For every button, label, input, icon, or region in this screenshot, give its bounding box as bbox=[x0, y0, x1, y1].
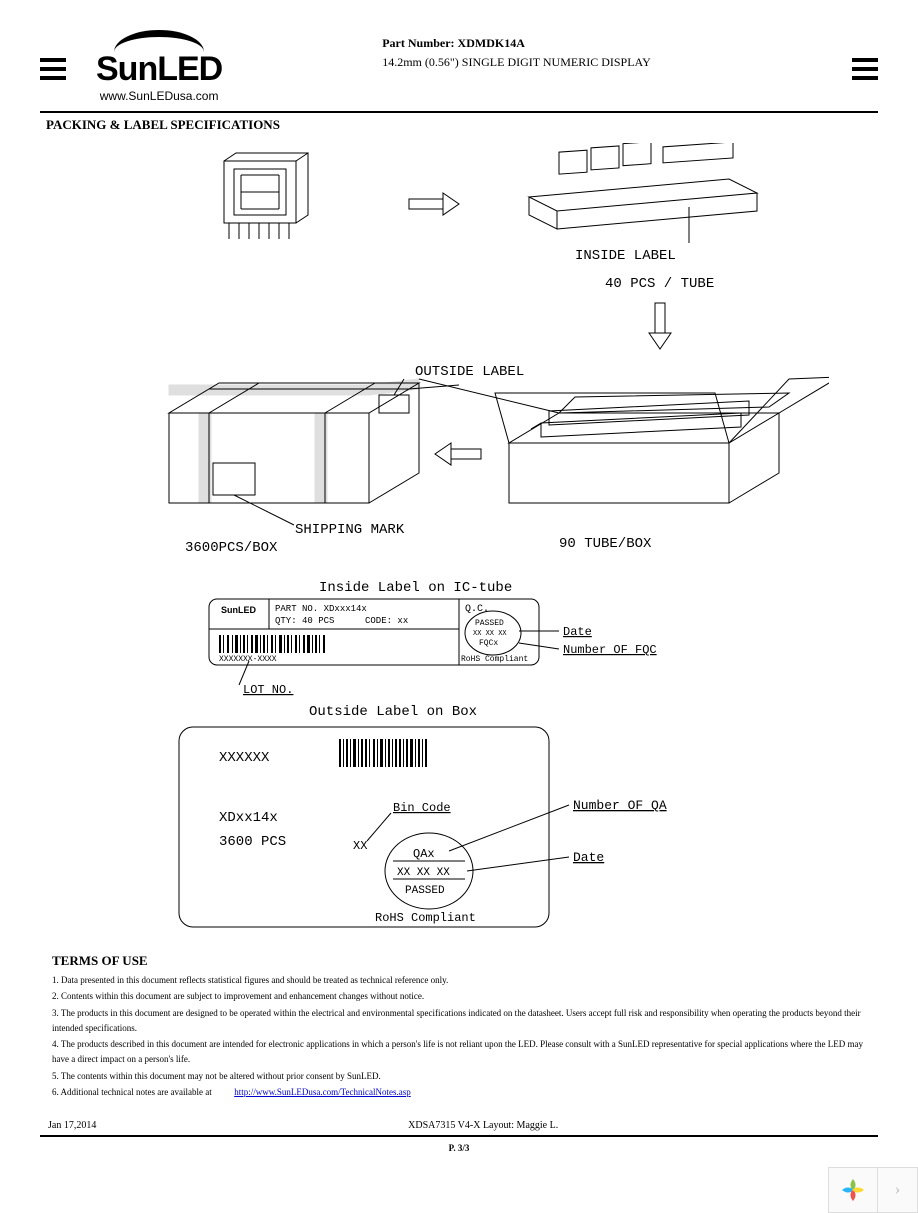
menu-left-icon[interactable] bbox=[40, 58, 66, 80]
svg-text:Number OF QA: Number OF QA bbox=[573, 798, 667, 813]
svg-text:Inside Label on IC-tube: Inside Label on IC-tube bbox=[319, 580, 512, 596]
terms-item: 5. The contents within this document may… bbox=[52, 1069, 878, 1084]
terms-item: 3. The products in this document are des… bbox=[52, 1006, 878, 1037]
terms-item: 2. Contents within this document are sub… bbox=[52, 989, 878, 1004]
svg-text:RoHS Compliant: RoHS Compliant bbox=[375, 911, 476, 925]
footer-doc-id: XDSA7315 V4-X Layout: Maggie L. bbox=[408, 1120, 558, 1131]
tube-qty: 40 PCS / TUBE bbox=[605, 276, 714, 292]
logo-text: SunLED bbox=[96, 50, 222, 89]
svg-text:RoHS Compliant: RoHS Compliant bbox=[461, 655, 528, 664]
part-info: Part Number: XDMDK14A 14.2mm (0.56") SIN… bbox=[382, 34, 852, 72]
part-number-label: Part Number: bbox=[382, 36, 457, 50]
section-title: PACKING & LABEL SPECIFICATIONS bbox=[46, 117, 878, 133]
terms-link[interactable]: http://www.SunLEDusa.com/TechnicalNotes.… bbox=[234, 1087, 411, 1097]
svg-text:Date: Date bbox=[573, 850, 604, 865]
closed-box-qty: 3600PCS/BOX bbox=[185, 540, 278, 556]
svg-text:Date: Date bbox=[563, 625, 592, 639]
widget-logo-icon[interactable] bbox=[828, 1167, 878, 1213]
svg-text:XX XX XX: XX XX XX bbox=[473, 630, 507, 638]
logo: SunLED www.SunLEDusa.com bbox=[96, 30, 222, 103]
terms-title: TERMS OF USE bbox=[52, 953, 878, 969]
footer-divider bbox=[40, 1135, 878, 1137]
footer-date: Jan 17,2014 bbox=[48, 1120, 96, 1131]
footer-row: Jan 17,2014 XDSA7315 V4-X Layout: Maggie… bbox=[40, 1120, 878, 1131]
svg-text:LOT NO.: LOT NO. bbox=[243, 683, 293, 697]
part-number-value: XDMDK14A bbox=[458, 36, 525, 50]
part-description: 14.2mm (0.56") SINGLE DIGIT NUMERIC DISP… bbox=[382, 53, 852, 72]
outside-label-callout: OUTSIDE LABEL bbox=[415, 364, 524, 380]
header-divider bbox=[40, 111, 878, 113]
svg-text:XX XX XX: XX XX XX bbox=[397, 867, 450, 879]
svg-text:QAx: QAx bbox=[413, 847, 435, 861]
terms-item: 4. The products described in this docume… bbox=[52, 1037, 878, 1068]
svg-text:PASSED: PASSED bbox=[475, 619, 504, 628]
inside-label-callout: INSIDE LABEL bbox=[575, 248, 676, 264]
svg-text:Bin Code: Bin Code bbox=[393, 801, 451, 815]
svg-text:CODE: xx: CODE: xx bbox=[365, 616, 408, 626]
open-box-qty: 90 TUBE/BOX bbox=[559, 536, 652, 552]
svg-text:3600 PCS: 3600 PCS bbox=[219, 834, 286, 850]
shipping-mark-callout: SHIPPING MARK bbox=[295, 522, 405, 538]
menu-right-icon[interactable] bbox=[852, 58, 878, 80]
outside-label-diagram: Outside Label on Box XXXXXX XDxx14x 3600… bbox=[40, 701, 878, 941]
terms-item: 1. Data presented in this document refle… bbox=[52, 973, 878, 988]
logo-url: www.SunLEDusa.com bbox=[96, 89, 222, 103]
svg-text:FQCx: FQCx bbox=[479, 639, 498, 648]
svg-text:QTY: 40 PCS: QTY: 40 PCS bbox=[275, 616, 334, 626]
page-indicator: P. 3/3 bbox=[40, 1143, 878, 1153]
terms-item: 6. Additional technical notes are availa… bbox=[52, 1085, 878, 1100]
svg-text:XX: XX bbox=[353, 839, 367, 853]
svg-text:SunLED: SunLED bbox=[221, 605, 256, 615]
svg-text:XXXXXX: XXXXXX bbox=[219, 750, 270, 766]
chevron-right-icon[interactable]: › bbox=[878, 1167, 918, 1213]
svg-text:XDxx14x: XDxx14x bbox=[219, 810, 278, 826]
terms-list: 1. Data presented in this document refle… bbox=[52, 973, 878, 1100]
svg-text:Number OF FQC: Number OF FQC bbox=[563, 643, 657, 657]
svg-text:PART NO. XDxxx14x: PART NO. XDxxx14x bbox=[275, 604, 367, 614]
svg-text:PASSED: PASSED bbox=[405, 885, 445, 897]
svg-text:Q.C.: Q.C. bbox=[465, 604, 489, 615]
page-header: SunLED www.SunLEDusa.com Part Number: XD… bbox=[40, 30, 878, 109]
inside-label-diagram: Inside Label on IC-tube SunLED PART NO. … bbox=[40, 577, 878, 697]
svg-text:Outside Label on Box: Outside Label on Box bbox=[309, 704, 477, 720]
packing-diagram: INSIDE LABEL 40 PCS / TUBE bbox=[40, 143, 878, 573]
bottom-widget[interactable]: › bbox=[828, 1167, 918, 1213]
